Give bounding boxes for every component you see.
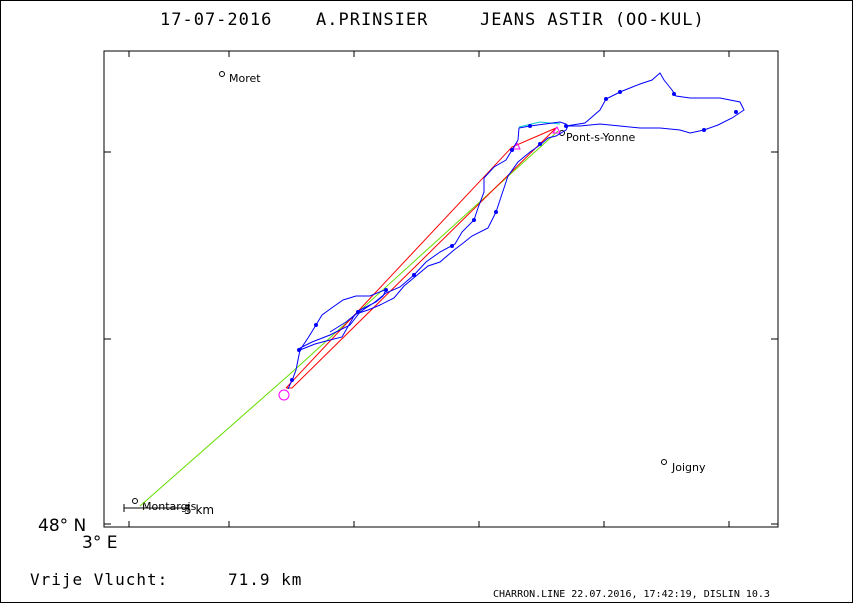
task-line-red <box>285 127 557 389</box>
town-label-joigny: Joigny <box>671 461 706 474</box>
track-fix <box>314 323 318 327</box>
track-fix <box>356 310 360 314</box>
track-fixes <box>290 90 738 382</box>
track-fix <box>618 90 622 94</box>
lon-label: 3° E <box>82 533 117 553</box>
track-fix <box>702 128 706 132</box>
town-label-pont-s-yonne: Pont-s-Yonne <box>566 131 636 144</box>
track-fix <box>528 124 532 128</box>
track-fix <box>290 378 294 382</box>
town-montargis: Montargis <box>132 498 197 513</box>
track-fix <box>604 97 608 101</box>
lat-label: 48° N <box>38 516 86 536</box>
town-pont-s-yonne: Pont-s-Yonne <box>559 130 636 144</box>
track-fix <box>384 288 388 292</box>
scale-label: 5 km <box>184 503 214 517</box>
flight-track <box>287 72 745 390</box>
town-joigny: Joigny <box>661 459 706 474</box>
track-fix <box>494 210 498 214</box>
track-fix <box>412 273 416 277</box>
start-marker <box>278 389 290 401</box>
town-label-moret: Moret <box>229 72 261 85</box>
track-fix <box>450 244 454 248</box>
track-fix <box>672 92 676 96</box>
track-fix <box>538 142 542 146</box>
title-glider: JEANS ASTIR (OO-KUL) <box>480 10 705 30</box>
track-fix <box>297 348 301 352</box>
scale-bar: 5 km <box>123 503 214 517</box>
axis-ticks <box>104 51 778 527</box>
track-fix <box>564 124 568 128</box>
title-pilot: A.PRINSIER <box>316 10 428 30</box>
turnpoint-marker <box>512 142 521 150</box>
plot-frame <box>103 50 779 528</box>
distance-value: 71.9 km <box>228 570 302 589</box>
track-fix <box>472 218 476 222</box>
town-label-montargis: Montargis <box>142 500 197 513</box>
task-line-green <box>139 130 559 507</box>
title-date: 17-07-2016 <box>160 10 272 30</box>
distance-label: Vrije Vlucht: <box>30 570 168 589</box>
turnpoint-marker-2 <box>552 126 561 134</box>
track-fix <box>734 110 738 114</box>
credit-line: CHARRON.LINE 22.07.2016, 17:42:19, DISLI… <box>493 589 770 600</box>
track-fix <box>510 148 514 152</box>
town-moret: Moret <box>219 71 261 85</box>
